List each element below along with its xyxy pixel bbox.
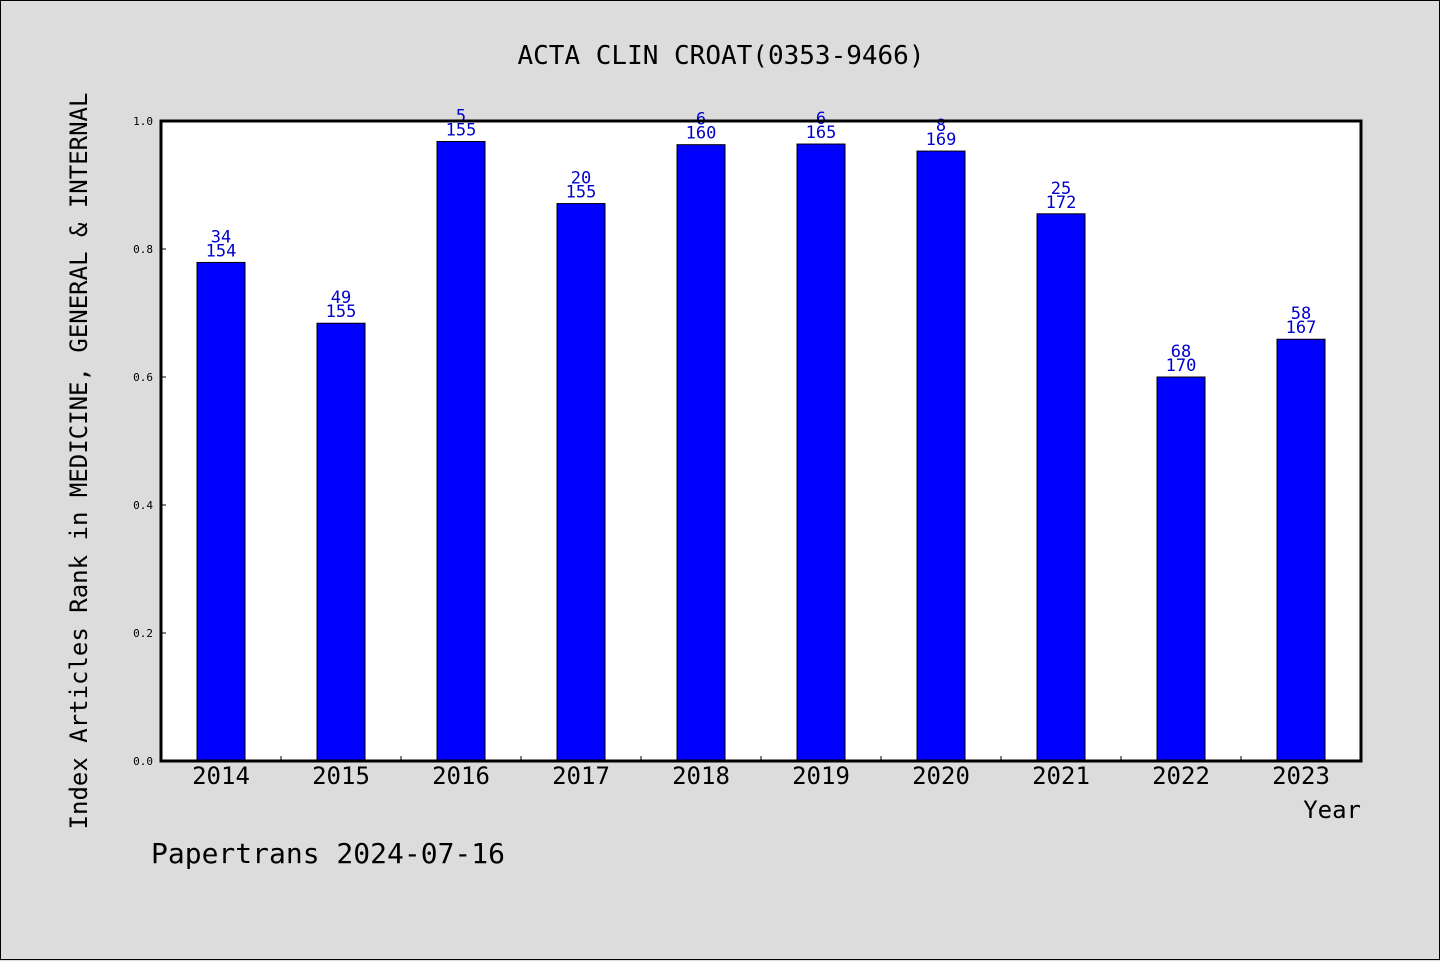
x-tick-label-2020: 2020 [912,762,970,790]
bar-rank-label-2021: 25 [1051,179,1071,199]
bar-total-label-2021: 172 [1046,193,1077,213]
bar-total-label-2019: 165 [806,123,837,143]
x-tick-label-2017: 2017 [552,762,610,790]
x-tick-label-2016: 2016 [432,762,490,790]
x-tick-label-2014: 2014 [192,762,250,790]
x-axis-label: Year [1303,796,1361,824]
y-tick-label: 0.8 [133,243,153,256]
chart-title: ACTA CLIN CROAT(0353-9466) [518,41,925,71]
bar-total-label-2016: 155 [446,120,477,140]
plot-border [159,119,1363,763]
bar-total-label-2023: 167 [1286,318,1317,338]
bar-rank-label-2015: 49 [331,288,351,308]
bar-2019 [796,143,846,762]
x-tick-label-2019: 2019 [792,762,850,790]
bar-rank-label-2019: 6 [816,109,826,129]
footer-text: Papertrans 2024-07-16 [151,837,505,870]
y-tick-label: 1.0 [133,115,153,128]
bar-total-label-2022: 170 [1166,356,1197,376]
bar-rank-label-2022: 68 [1171,342,1191,362]
bar-2016 [436,140,486,762]
bar-rank-label-2023: 58 [1291,304,1311,324]
bar-total-label-2015: 155 [326,302,357,322]
bar-2015 [316,322,366,762]
bar-total-label-2020: 169 [926,130,957,150]
bar-2021 [1036,213,1086,762]
x-tick-label-2022: 2022 [1152,762,1210,790]
bar-2014 [196,261,246,762]
bar-2023 [1276,338,1326,762]
bar-rank-label-2020: 8 [936,116,946,136]
bar-total-label-2014: 154 [206,241,237,261]
bar-2022 [1156,376,1206,762]
bar-2017 [556,203,606,762]
x-tick-label-2021: 2021 [1032,762,1090,790]
bar-2018 [676,144,726,762]
y-axis-label: Index Articles Rank in MEDICINE, GENERAL… [65,93,93,830]
bar-rank-label-2014: 34 [211,227,231,247]
bar-rank-label-2016: 5 [456,106,466,126]
bar-total-label-2018: 160 [686,124,717,144]
bar-total-label-2017: 155 [566,183,597,203]
y-tick-label: 0.2 [133,627,153,640]
ticks-layer: 2014 2015 2016 2017 2018 2019 2020 2021 2022 2023… [133,115,1330,790]
x-tick-label-2023: 2023 [1272,762,1330,790]
bar-rank-label-2017: 20 [571,169,591,189]
y-tick-label: 0.0 [133,755,153,768]
bar-2020 [916,150,966,762]
y-tick-label: 0.4 [133,499,153,512]
x-tick-label-2015: 2015 [312,762,370,790]
y-tick-label: 0.6 [133,371,153,384]
x-tick-label-2018: 2018 [672,762,730,790]
